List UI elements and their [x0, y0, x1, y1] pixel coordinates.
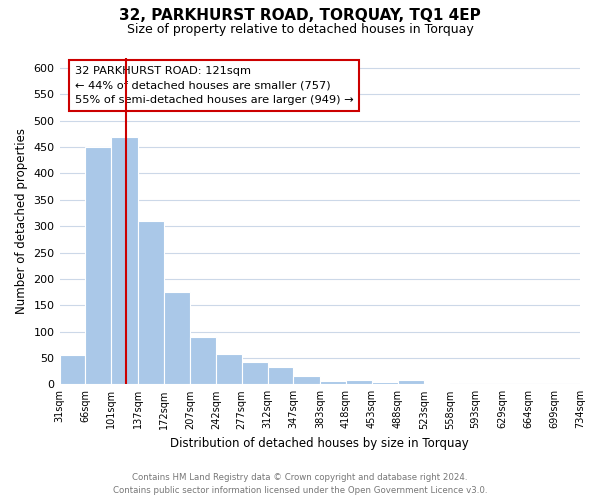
Bar: [268, 368, 293, 384]
Bar: [398, 380, 424, 384]
Bar: [293, 376, 320, 384]
Y-axis label: Number of detached properties: Number of detached properties: [15, 128, 28, 314]
Bar: [164, 292, 190, 384]
X-axis label: Distribution of detached houses by size in Torquay: Distribution of detached houses by size …: [170, 437, 469, 450]
Bar: [346, 380, 372, 384]
Bar: [112, 136, 138, 384]
Bar: [216, 354, 242, 384]
Bar: [59, 356, 85, 384]
Text: Contains HM Land Registry data © Crown copyright and database right 2024.
Contai: Contains HM Land Registry data © Crown c…: [113, 474, 487, 495]
Bar: [190, 337, 216, 384]
Bar: [320, 381, 346, 384]
Bar: [138, 221, 164, 384]
Bar: [372, 382, 398, 384]
Bar: [85, 147, 112, 384]
Bar: [242, 362, 268, 384]
Text: 32 PARKHURST ROAD: 121sqm
← 44% of detached houses are smaller (757)
55% of semi: 32 PARKHURST ROAD: 121sqm ← 44% of detac…: [75, 66, 354, 106]
Text: Size of property relative to detached houses in Torquay: Size of property relative to detached ho…: [127, 22, 473, 36]
Text: 32, PARKHURST ROAD, TORQUAY, TQ1 4EP: 32, PARKHURST ROAD, TORQUAY, TQ1 4EP: [119, 8, 481, 22]
